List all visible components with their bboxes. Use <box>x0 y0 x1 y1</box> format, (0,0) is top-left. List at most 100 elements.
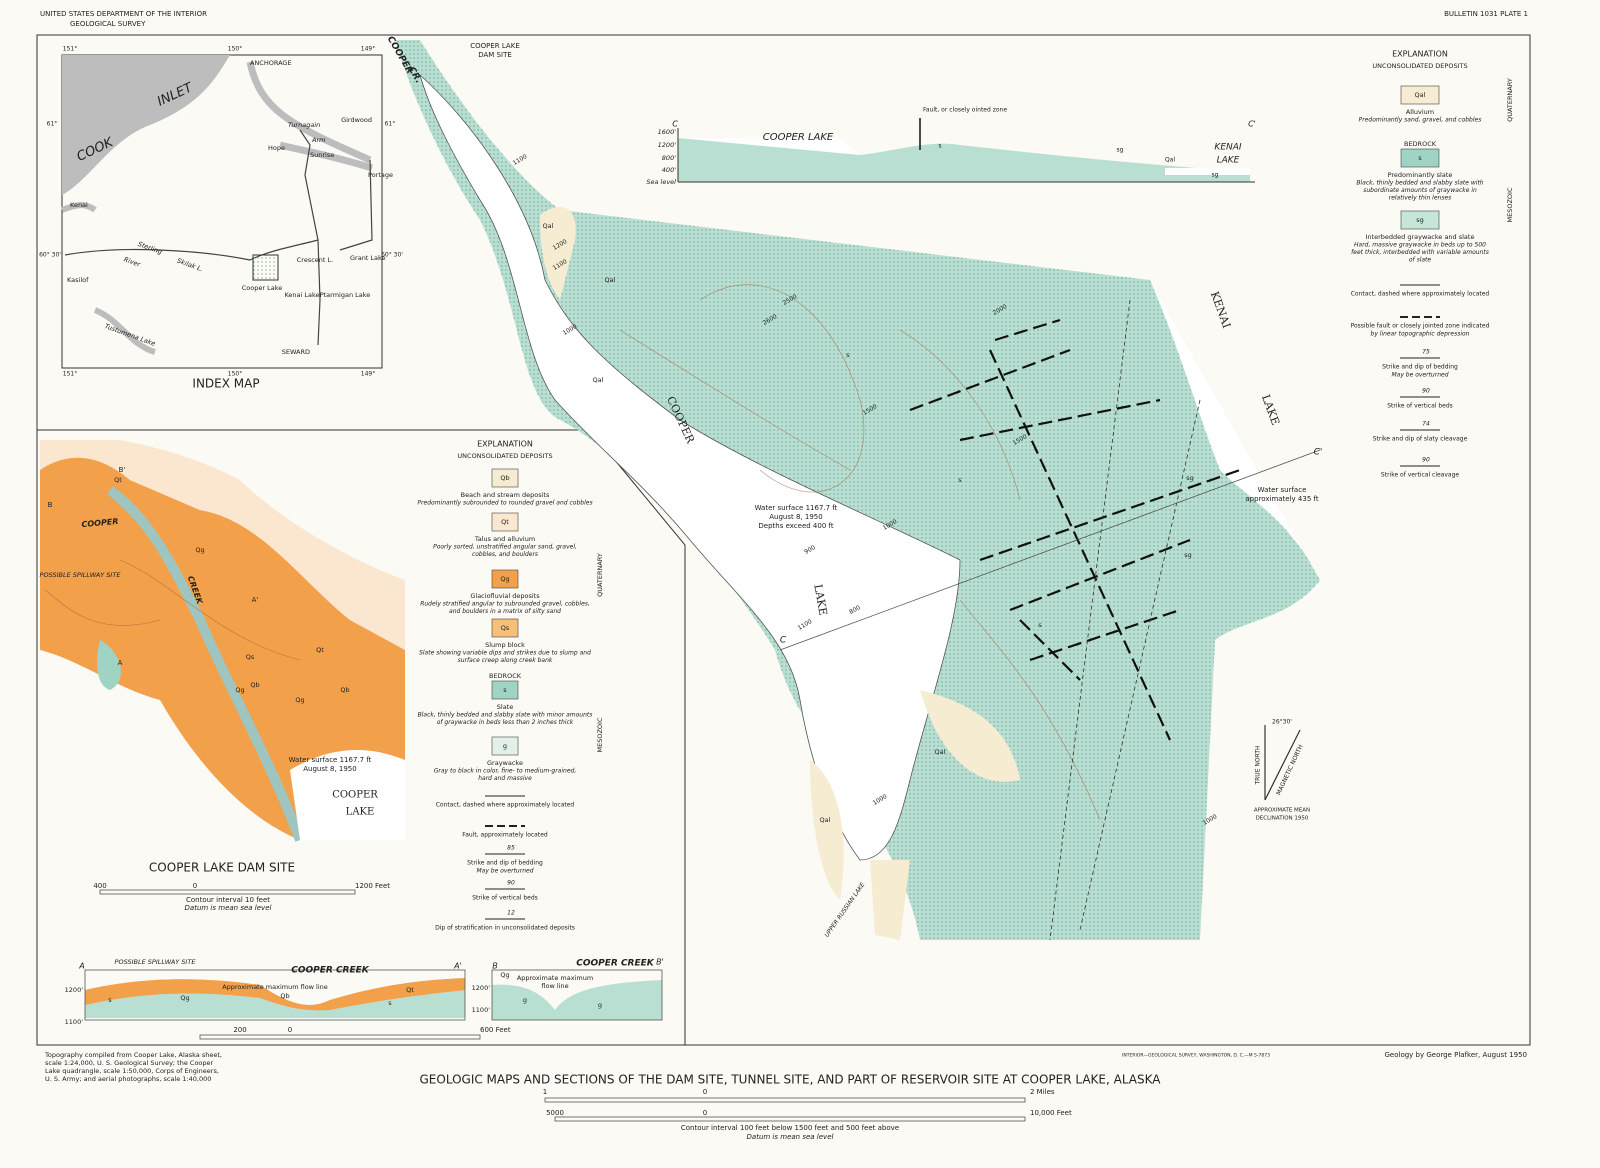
symbol-text: May be overturned <box>1391 372 1448 379</box>
map-label: Depths exceed 400 ft <box>758 522 833 530</box>
place-name: Ptarmigan Lake <box>320 291 371 299</box>
note: Datum is mean sea level <box>747 1133 834 1141</box>
unit-swatch <box>491 618 519 638</box>
unit-desc: hard and massive <box>478 775 532 782</box>
unit-code: s <box>1418 154 1422 162</box>
section-label: C' <box>1248 120 1256 129</box>
section-label: sg <box>1212 172 1219 179</box>
section-a-frame <box>84 969 466 1021</box>
symbol-value: 85 <box>507 845 515 852</box>
dam-label: August 8, 1950 <box>303 765 356 773</box>
dam-label: A' <box>252 596 259 604</box>
place-name: Kasilof <box>67 276 89 284</box>
unit-code: Qal <box>1415 91 1426 99</box>
contour-label: 900 <box>803 544 817 556</box>
section-label: Qb <box>280 992 289 1000</box>
scale-label: 400 <box>93 882 106 890</box>
era-label: QUATERNARY <box>596 553 604 597</box>
dam-scale-bar <box>99 889 356 895</box>
lat-label: 60° 30' <box>381 252 403 259</box>
map-label: approximately 435 ft <box>1245 495 1318 503</box>
north-label: TRUE NORTH <box>1255 745 1262 785</box>
unit-swatch <box>1400 148 1440 168</box>
note: Contour interval 10 feet <box>186 896 270 904</box>
scale-label: 0 <box>703 1088 707 1096</box>
lat-label: 61° <box>385 121 396 128</box>
unit-code: sg <box>1186 474 1194 482</box>
section-label: Qg <box>500 971 509 979</box>
unit-code: Qs <box>501 624 510 632</box>
unit-desc: of slate <box>1409 257 1432 264</box>
unit-code: Qb <box>250 681 259 689</box>
unit-code: s <box>503 686 507 694</box>
unit-swatch <box>1400 85 1440 105</box>
scale-label: 200 <box>233 1026 246 1034</box>
turnagain-arm <box>246 61 374 172</box>
map-label: C <box>780 636 787 646</box>
lon-label: 149° <box>361 371 375 378</box>
symbol-text: Possible fault or closely jointed zone i… <box>1351 323 1490 330</box>
dam-label: A <box>118 659 123 667</box>
dam-slate <box>97 640 121 690</box>
section-label: KENAI <box>1214 143 1241 153</box>
unit-swatch <box>491 680 519 700</box>
section-label: s <box>108 996 112 1004</box>
explanation-title: EXPLANATION <box>1392 50 1448 59</box>
lon-label: 150° <box>228 371 242 378</box>
section-scale-bar <box>199 1034 481 1040</box>
unit-swatch <box>491 569 519 589</box>
header-text: GEOLOGICAL SURVEY <box>70 20 146 28</box>
section-label: COOPER CREEK <box>291 966 370 976</box>
map-label: C' <box>1314 448 1323 458</box>
symbol-text: Strike and dip of bedding <box>1382 364 1458 371</box>
unit-name: Glaciofluvial deposits <box>470 592 540 600</box>
inset-border <box>37 429 686 1045</box>
section-b-frame <box>491 969 663 1021</box>
unit-swatch <box>491 512 519 532</box>
unit-code: s <box>1038 621 1042 629</box>
feet-scale-bar <box>554 1116 1026 1122</box>
unit-code: Qt <box>316 646 324 654</box>
section-label: Qal <box>1165 157 1175 164</box>
scale-label: 1 <box>543 1088 547 1096</box>
symbol-value: 90 <box>507 880 515 887</box>
lon-label: 150° <box>228 46 242 53</box>
unit-code: Qg <box>195 546 204 554</box>
explanation-heading: UNCONSOLIDATED DEPOSITS <box>1372 62 1467 70</box>
section-label: sg <box>1117 147 1124 154</box>
elevation-tick: 1100' <box>65 1018 84 1026</box>
unit-desc: subordinate amounts of graywacke in <box>1363 187 1477 194</box>
symbol-text: Strike of vertical beds <box>1387 403 1453 410</box>
dam-label: COOPER <box>332 790 378 801</box>
dam-glacial <box>40 457 405 840</box>
unit-code: Qt <box>114 476 122 484</box>
section-label: POSSIBLE SPILLWAY SITE <box>115 958 197 966</box>
unit-code: s <box>958 476 962 484</box>
section-label: A <box>78 962 84 971</box>
unit-code: Qb <box>340 686 349 694</box>
section-label: LAKE <box>1217 156 1240 166</box>
note: Contour interval 100 feet below 1500 fee… <box>681 1124 899 1132</box>
unit-name: Beach and stream deposits <box>461 491 550 499</box>
unit-code: Qt <box>501 518 509 526</box>
scale-label: 1200 Feet <box>355 882 390 890</box>
unit-code: Qs <box>246 653 255 661</box>
unit-code: Qb <box>500 474 509 482</box>
unit-desc: Predominantly subrounded to rounded grav… <box>417 500 592 507</box>
scale-label: 600 Feet <box>480 1026 511 1034</box>
header-text: UNITED STATES DEPARTMENT OF THE INTERIOR <box>40 10 207 18</box>
printer-note: INTERIOR—GEOLOGICAL SURVEY, WASHINGTON, … <box>1122 1053 1270 1059</box>
place-name: Turnagain <box>288 121 320 129</box>
dam-contours <box>44 559 301 661</box>
index-title: INDEX MAP <box>192 377 259 391</box>
section-label: Fault, or closely ointed zone <box>923 107 1007 114</box>
section-label: s <box>938 143 941 150</box>
unit-code: Qg <box>235 686 244 694</box>
section-label: COOPER LAKE <box>763 132 834 143</box>
dam-label: COOPER <box>81 517 119 529</box>
dam-label: POSSIBLE SPILLWAY SITE <box>40 571 122 579</box>
map-label: August 8, 1950 <box>769 513 822 521</box>
explanation-title: EXPLANATION <box>477 440 533 449</box>
unit-code: sg <box>1184 551 1192 559</box>
